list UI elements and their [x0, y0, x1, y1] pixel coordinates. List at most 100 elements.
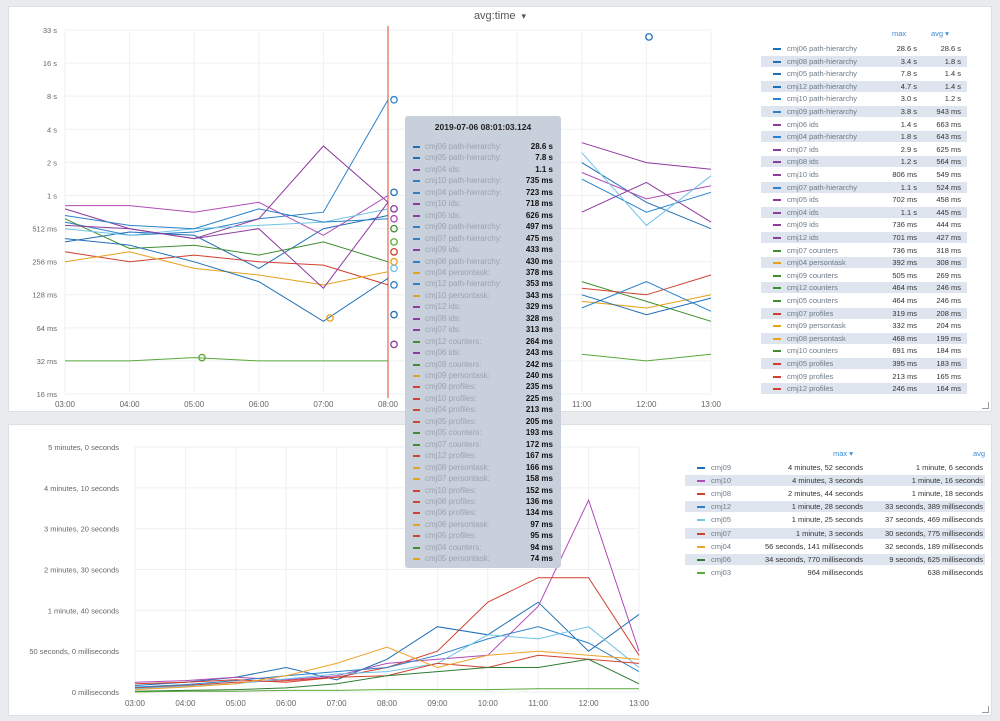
legend-row[interactable]: cmj06 ids 1.4 s 663 ms	[761, 119, 967, 130]
legend-row[interactable]: cmj04 persontask 392 ms 308 ms	[761, 257, 967, 269]
series-line	[134, 658, 640, 692]
legend-row[interactable]: cmj05 ids 702 ms 458 ms	[761, 194, 967, 205]
legend-row[interactable]: cmj10 counters 691 ms 184 ms	[761, 345, 967, 356]
legend-row[interactable]: cmj09 counters 505 ms 269 ms	[761, 270, 967, 281]
legend-avg-value: 246 ms	[936, 283, 961, 293]
legend-row[interactable]: cmj08 persontask 468 ms 199 ms	[761, 332, 967, 344]
legend-header-max[interactable]: max	[892, 29, 907, 38]
legend-row[interactable]: cmj09 path-hierarchy 3.8 s 943 ms	[761, 106, 967, 117]
legend-row[interactable]: cmj04 56 seconds, 141 milliseconds 32 seco…	[685, 541, 985, 552]
legend-max-value: 332 ms	[892, 321, 917, 331]
legend-row[interactable]: cmj07 profiles 319 ms 208 ms	[761, 307, 967, 319]
tooltip-series-name: cmj04 profiles:	[425, 405, 477, 415]
legend-avg-value: 246 ms	[936, 296, 961, 305]
legend-max-value: 213 ms	[892, 371, 917, 381]
series-swatch	[773, 98, 781, 101]
legend-row[interactable]: cmj05 1 minute, 25 seconds 37 seconds, 469…	[685, 514, 985, 525]
tooltip-value: 152 ms	[525, 485, 553, 495]
legend-row[interactable]: cmj05 counters 464 ms 246 ms	[761, 295, 967, 306]
series-line	[64, 238, 389, 322]
series-swatch	[413, 386, 420, 389]
tooltip-series-name: cmj08 ids:	[425, 313, 462, 323]
legend-series-name: cmj10 ids	[787, 170, 819, 179]
series-line	[581, 172, 712, 200]
series-swatch	[413, 203, 420, 206]
legend-row[interactable]: cmj10 ids 806 ms 549 ms	[761, 169, 967, 180]
legend-row[interactable]: cmj04 path-hierarchy 1.8 s 643 ms	[761, 131, 967, 143]
legend-row[interactable]: cmj09 4 minutes, 52 seconds 1 minute, 6 se…	[685, 462, 985, 473]
series-swatch	[413, 294, 420, 297]
y-tick-label: 32 ms	[37, 357, 58, 366]
series-line	[134, 498, 640, 683]
legend-row[interactable]: cmj05 path-hierarchy 7.8 s 1.4 s	[761, 68, 967, 79]
tooltip-value: 430 ms	[525, 256, 553, 266]
legend-row[interactable]: cmj10 4 minutes, 3 seconds 1 minute, 16 se…	[685, 475, 985, 487]
legend-max-value: 736 ms	[892, 220, 917, 230]
top-chart[interactable]: 33 s 16 s 8 s 4 s 2 s 1 s 512 ms 256 ms 128 ms 64…	[9, 7, 769, 407]
series-swatch	[413, 260, 420, 263]
tooltip-row: cmj07 persontask: 158 ms	[411, 473, 555, 484]
tooltip-row: cmj09 profiles: 235 ms	[411, 381, 555, 392]
bottom-chart[interactable]: 5 minutes, 0 seconds 4 minutes, 10 second…	[9, 425, 679, 715]
y-tick-label: 256 ms	[32, 258, 57, 267]
tooltip-series-name: cmj05 ids:	[425, 210, 462, 220]
tooltip-value: 433 ms	[525, 245, 553, 255]
panel-resize-handle[interactable]	[982, 402, 989, 409]
legend-row[interactable]: cmj10 path-hierarchy 3.0 s 1.2 s	[761, 93, 967, 104]
legend-row[interactable]: cmj08 2 minutes, 44 seconds 1 minute, 18 s…	[685, 488, 985, 499]
legend-avg-value: 564 ms	[936, 157, 961, 167]
legend-row[interactable]: cmj12 profiles 246 ms 164 ms	[761, 383, 967, 395]
tooltip-series-name: cmj09 persontask:	[425, 371, 490, 380]
legend-header-avg[interactable]: avg ▾	[931, 29, 949, 38]
tooltip-value: 28.6 s	[530, 142, 553, 151]
legend-header-max[interactable]: max ▾	[833, 449, 854, 458]
series-swatch	[697, 519, 705, 522]
legend-row[interactable]: cmj07 counters 736 ms 318 ms	[761, 245, 967, 256]
series-line	[64, 215, 389, 269]
chevron-down-icon[interactable]: ▾	[521, 11, 527, 21]
tooltip-value: 1.1 s	[535, 164, 553, 174]
legend-row[interactable]: cmj05 profiles 395 ms 183 ms	[761, 358, 967, 369]
legend-row[interactable]: cmj06 path-hierarchy 28.6 s 28.6 s	[761, 43, 967, 54]
legend-row[interactable]: cmj07 1 minute, 3 seconds 30 seconds, 775 …	[685, 527, 985, 539]
legend-row[interactable]: cmj09 profiles 213 ms 165 ms	[761, 371, 967, 382]
legend-row[interactable]: cmj07 ids 2.9 s 625 ms	[761, 144, 967, 155]
y-tick-label: 1 s	[47, 191, 57, 200]
legend-row[interactable]: cmj09 ids 736 ms 444 ms	[761, 219, 967, 230]
panel-title[interactable]: avg:time ▾	[9, 10, 991, 22]
series-swatch	[413, 214, 420, 217]
x-tick-label: 07:00	[313, 400, 334, 407]
legend-row[interactable]: cmj09 persontask 332 ms 204 ms	[761, 320, 967, 331]
bottom-legend: max ▾ avg cmj09 4 minutes, 52 seconds 1 mi…	[685, 449, 989, 609]
series-swatch	[413, 180, 420, 183]
panel-resize-handle[interactable]	[982, 706, 989, 713]
legend-row[interactable]: cmj06 34 seconds, 770 milliseconds 9 secon…	[685, 553, 985, 565]
legend-row[interactable]: cmj08 path-hierarchy 3.4 s 1.8 s	[761, 55, 967, 67]
series-swatch	[697, 571, 705, 574]
legend-row[interactable]: cmj12 ids 701 ms 427 ms	[761, 232, 967, 243]
series-swatch	[773, 237, 781, 239]
tooltip-row: cmj04 profiles: 213 ms	[411, 404, 555, 415]
series-swatch	[773, 211, 781, 214]
legend-row[interactable]: cmj04 ids 1.1 s 445 ms	[761, 206, 967, 218]
legend-header-avg[interactable]: avg	[973, 449, 986, 458]
tooltip-series-name: cmj04 counters:	[425, 542, 482, 552]
legend-row[interactable]: cmj12 counters 464 ms 246 ms	[761, 282, 967, 294]
tooltip-value: 343 ms	[525, 290, 553, 300]
tooltip-row: cmj12 counters: 264 ms	[411, 336, 555, 347]
series-line	[581, 281, 712, 322]
series-swatch	[413, 329, 420, 332]
hover-point	[390, 95, 398, 104]
tooltip-row: cmj05 profiles: 205 ms	[411, 416, 555, 427]
legend-max-value: 3.0 s	[900, 94, 917, 104]
legend-row[interactable]: cmj12 path-hierarchy 4.7 s 1.4 s	[761, 80, 967, 92]
legend-row[interactable]: cmj08 ids 1.2 s 564 ms	[761, 156, 967, 168]
legend-row[interactable]: cmj07 path-hierarchy 1.1 s 524 ms	[761, 181, 967, 193]
legend-row[interactable]: cmj12 1 minute, 28 seconds 33 seconds, 389…	[685, 501, 985, 513]
data-point	[326, 314, 334, 322]
legend-row[interactable]: cmj03 964 milliseconds 638 milliseconds	[685, 567, 985, 578]
tooltip-row: cmj04 ids: 1.1 s	[411, 164, 555, 175]
x-tick-label: 06:00	[276, 699, 297, 708]
legend-max-value: 964 milliseconds	[807, 567, 863, 577]
x-tick-label: 08:00	[378, 400, 399, 407]
